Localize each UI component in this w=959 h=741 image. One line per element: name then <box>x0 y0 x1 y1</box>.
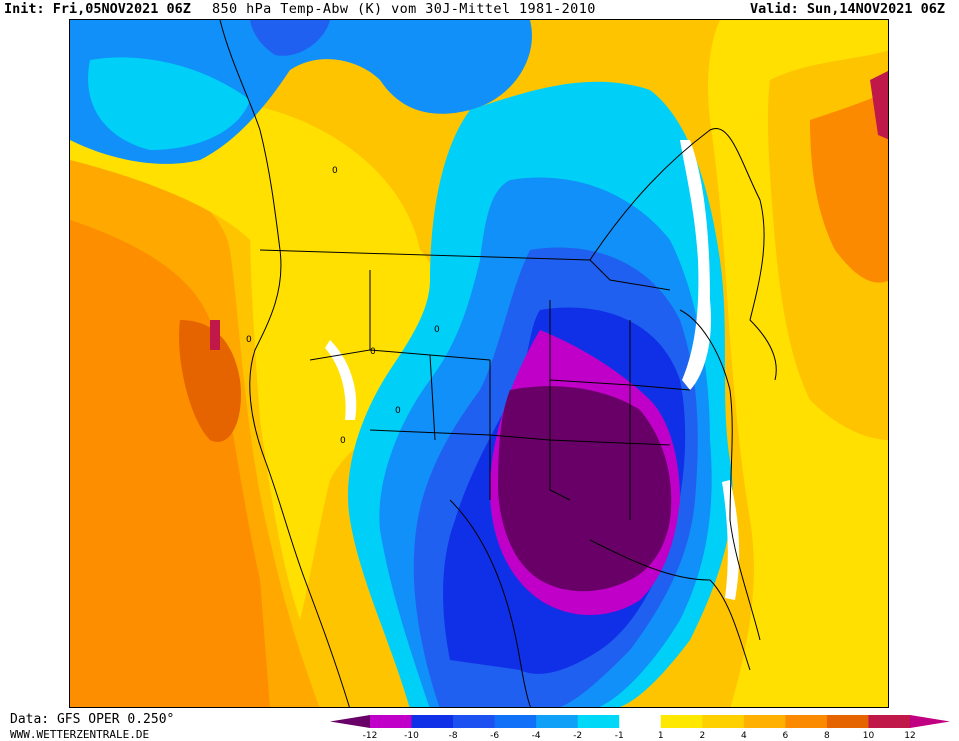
legend-swatch <box>785 715 828 728</box>
legend-swatch <box>868 715 911 728</box>
geographic-boundaries <box>219 20 777 707</box>
contour-label: 0 <box>332 166 338 176</box>
legend-swatch <box>826 715 869 728</box>
legend-tick-label: -8 <box>449 731 458 741</box>
legend-tick-label: -4 <box>532 731 541 741</box>
legend-tick-label: 1 <box>658 731 664 741</box>
contour-label: 0 <box>246 335 252 345</box>
legend-tick-label: 6 <box>783 731 789 741</box>
hudson-bay-outline <box>589 127 777 381</box>
crimson-pacific-patch <box>210 320 220 350</box>
crimson-northeast-patch <box>870 71 888 140</box>
legend-swatch <box>660 715 703 728</box>
legend-colorbar: -12 -10 -8 -6 -4 -2 -1 1 2 4 6 8 10 12 <box>330 715 950 741</box>
blue-arctic-patch <box>250 20 330 56</box>
anomaly-map: 0 0 0 0 0 0 <box>69 19 889 708</box>
legend-tick-label: 2 <box>699 731 705 741</box>
legend-tick-label: -10 <box>404 731 419 741</box>
near-zero-east-strip <box>680 140 711 390</box>
pacific-coastline <box>219 20 350 707</box>
western-state-lines <box>309 270 551 500</box>
gulf-coastline <box>589 539 751 671</box>
header: Init: Fri,05NOV2021 06Z 850 hPa Temp-Abw… <box>0 0 959 20</box>
contour-label: 0 <box>370 347 376 357</box>
valid-time: Valid: Sun,14NOV2021 06Z <box>750 1 946 17</box>
legend-tick-label: 12 <box>904 731 915 741</box>
legend-swatch <box>536 715 579 728</box>
legend-tick-label: 4 <box>741 731 747 741</box>
legend-swatch <box>743 715 786 728</box>
legend-swatch <box>494 715 537 728</box>
deep-cold-core <box>498 386 672 592</box>
us-canada-border <box>259 249 671 291</box>
map-title: 850 hPa Temp-Abw (K) vom 30J-Mittel 1981… <box>212 1 596 17</box>
atlantic-coastline <box>679 309 761 641</box>
orange-northeast-region <box>810 90 888 283</box>
legend-swatch <box>619 715 662 728</box>
anomaly-map-canvas: 0 0 0 0 0 0 <box>70 20 888 707</box>
cyan-northwest-patch <box>88 57 250 150</box>
mexico-border <box>449 499 532 707</box>
legend-tick-label: -12 <box>363 731 378 741</box>
contour-label: 0 <box>395 406 401 416</box>
legend-tick-label: 10 <box>863 731 875 741</box>
near-zero-southeast-strip <box>722 480 740 600</box>
legend-arrow-max <box>910 715 950 728</box>
legend-swatch <box>370 715 413 728</box>
legend-swatch <box>411 715 454 728</box>
legend-swatch <box>577 715 620 728</box>
legend-swatch <box>702 715 745 728</box>
contour-label: 0 <box>340 436 346 446</box>
legend-swatch <box>453 715 496 728</box>
color-legend: -12 -10 -8 -6 -4 -2 -1 1 2 4 6 8 10 12 <box>330 712 959 741</box>
central-state-lines <box>549 300 691 520</box>
legend-arrow-min <box>330 715 370 728</box>
data-source: Data: GFS OPER 0.250° <box>10 712 175 727</box>
contour-labels: 0 0 0 0 0 0 <box>246 166 440 446</box>
legend-tick-label: -1 <box>615 731 624 741</box>
website-link[interactable]: WWW.WETTERZENTRALE.DE <box>10 728 150 741</box>
legend-tick-label: -6 <box>490 731 499 741</box>
init-time: Init: Fri,05NOV2021 06Z <box>4 1 191 17</box>
red-orange-pacific-patch <box>179 320 241 442</box>
near-zero-rockies-strip <box>325 340 357 420</box>
orange-deep-west-region <box>70 220 270 707</box>
legend-tick-label: 8 <box>824 731 830 741</box>
contour-label: 0 <box>434 325 440 335</box>
legend-tick-label: -2 <box>573 731 582 741</box>
